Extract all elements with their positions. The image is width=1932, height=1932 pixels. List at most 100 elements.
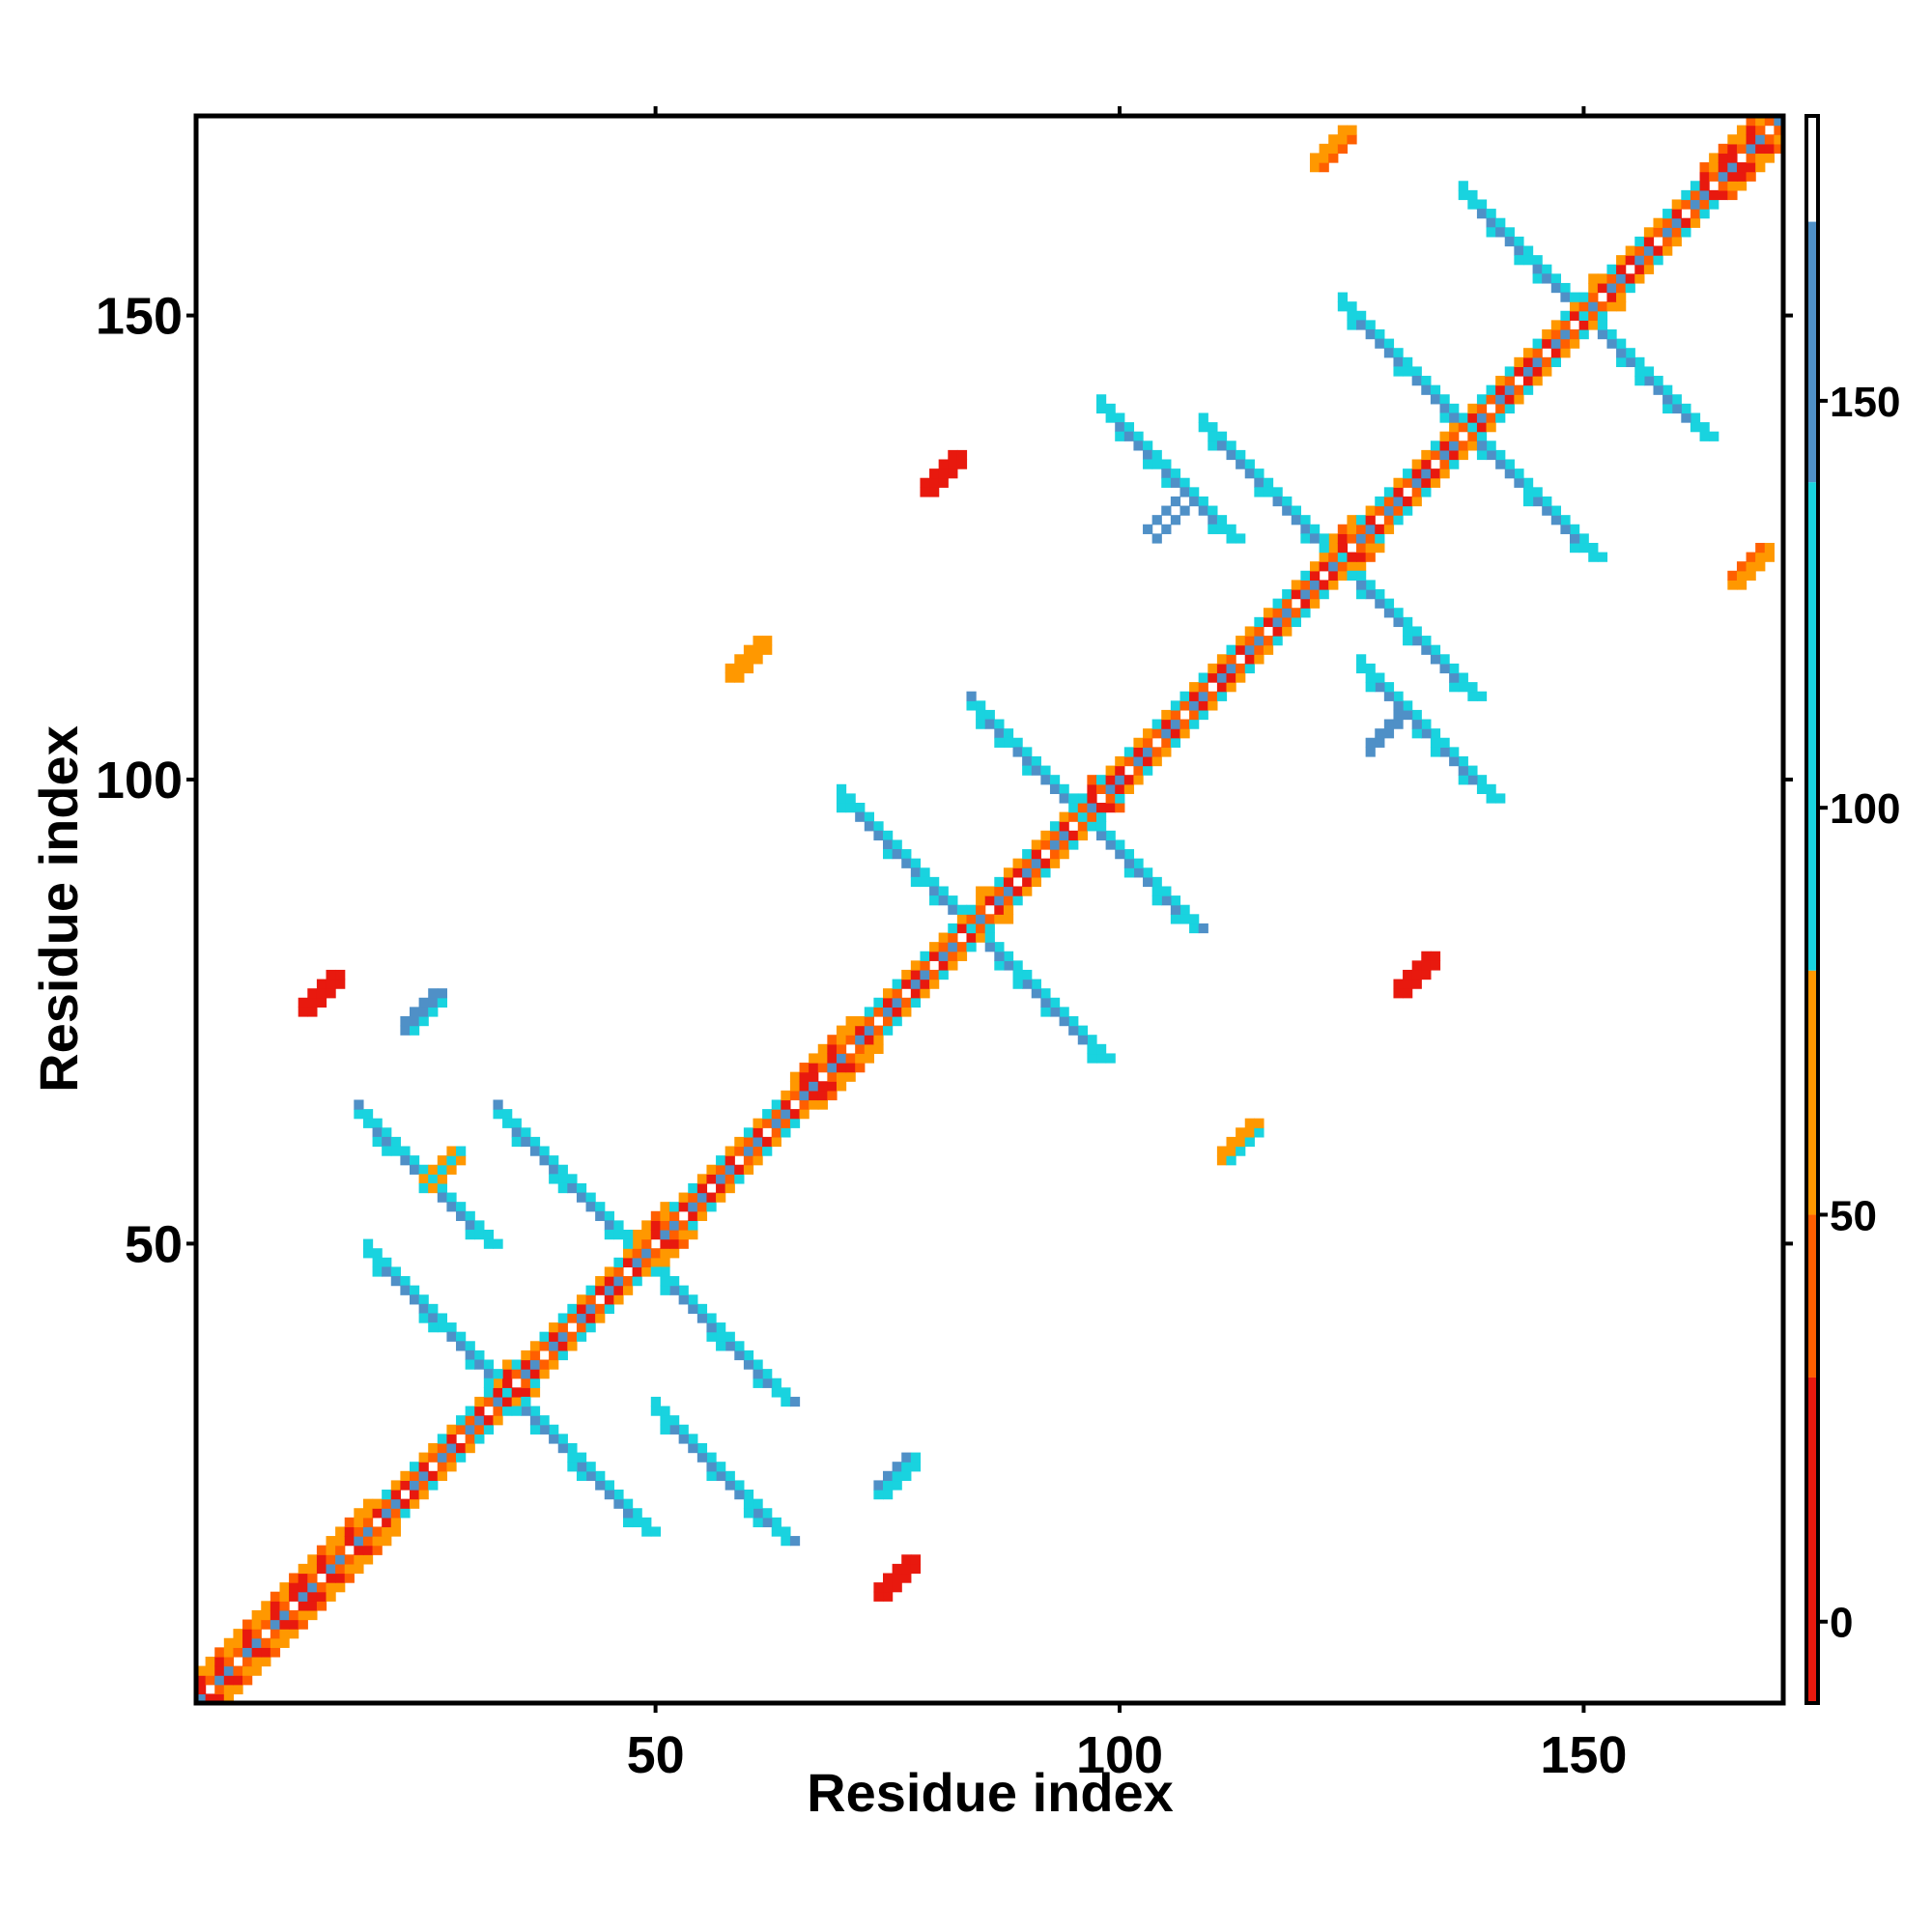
heatmap-cell [1244, 644, 1255, 655]
heatmap-cell [418, 1182, 429, 1194]
heatmap-cell [1254, 487, 1264, 497]
heatmap-cell [1115, 431, 1125, 441]
heatmap-cell [929, 477, 940, 488]
heatmap-cell [511, 1387, 522, 1398]
heatmap-cell [836, 1053, 847, 1064]
heatmap-cell [196, 1693, 207, 1704]
y-tick-label: 50 [125, 1215, 183, 1273]
heatmap-cell [1411, 636, 1422, 646]
heatmap-cell [789, 1396, 801, 1407]
heatmap-cell [307, 1601, 318, 1611]
heatmap-cell [836, 783, 847, 794]
heatmap-cell [1736, 125, 1747, 135]
heatmap-cell [1476, 431, 1488, 441]
heatmap-cell [1514, 394, 1524, 405]
heatmap-cell [1504, 394, 1515, 405]
heatmap-cell [1309, 589, 1321, 600]
heatmap-cell [1216, 1146, 1228, 1156]
heatmap-cell [1532, 255, 1543, 266]
heatmap-cell [446, 1452, 457, 1463]
heatmap-cell [428, 988, 439, 999]
heatmap-cell [418, 1462, 429, 1472]
heatmap-cell [585, 1470, 596, 1482]
heatmap-cell [1356, 542, 1367, 554]
heatmap-cell [1123, 849, 1135, 860]
heatmap-cell [1115, 803, 1125, 813]
heatmap-cell [892, 1462, 902, 1472]
heatmap-cell [1662, 209, 1673, 219]
heatmap-cell [1430, 477, 1441, 488]
heatmap-cell [261, 1637, 271, 1648]
heatmap-cell [1393, 487, 1404, 497]
heatmap-cell [1040, 858, 1051, 868]
heatmap-cell [242, 1647, 253, 1658]
heatmap-cell [1012, 747, 1023, 757]
heatmap-cell [372, 1136, 383, 1148]
heatmap-cell [1411, 709, 1422, 721]
heatmap-cell [446, 1331, 457, 1342]
heatmap-cell [298, 1007, 308, 1017]
heatmap-cell [1421, 384, 1432, 395]
heatmap-cell [1597, 320, 1608, 330]
heatmap-cell [696, 1174, 708, 1184]
heatmap-cell [669, 1238, 680, 1249]
heatmap-cell [716, 1331, 726, 1342]
heatmap-cell [595, 1470, 606, 1482]
heatmap-cell [1003, 951, 1014, 961]
heatmap-cell [771, 1136, 781, 1148]
heatmap-cell [1161, 895, 1172, 906]
heatmap-cell [1068, 1015, 1079, 1027]
heatmap-cell [836, 793, 847, 804]
heatmap-cell [1179, 728, 1190, 739]
heatmap-cell [1439, 440, 1450, 451]
heatmap-cell [270, 1591, 281, 1602]
heatmap-cell [743, 663, 754, 674]
heatmap-cell [1282, 598, 1293, 609]
heatmap-cell [298, 1619, 308, 1630]
heatmap-cell [938, 895, 949, 906]
heatmap-cell [1022, 886, 1033, 896]
heatmap-cell [409, 1155, 420, 1166]
heatmap-cell [1087, 821, 1097, 832]
heatmap-cell [929, 979, 940, 989]
heatmap-cell [1003, 895, 1014, 906]
heatmap-cell [1616, 348, 1627, 358]
heatmap-cell [214, 1656, 225, 1667]
heatmap-cell [1319, 589, 1329, 600]
heatmap-cell [688, 1202, 698, 1212]
heatmap-cell [409, 1480, 420, 1491]
heatmap-cell [335, 1573, 346, 1583]
heatmap-cell [762, 1136, 773, 1148]
heatmap-cell [1634, 376, 1645, 386]
heatmap-cell [845, 1053, 856, 1064]
heatmap-cell [261, 1647, 271, 1658]
heatmap-cell [743, 1359, 754, 1370]
heatmap-cell [1411, 469, 1422, 479]
heatmap-cell [1439, 403, 1450, 414]
heatmap-cell [326, 1582, 336, 1593]
heatmap-cell [688, 1192, 698, 1203]
heatmap-cell [688, 1229, 698, 1240]
heatmap-cell [1095, 1043, 1107, 1055]
heatmap-cell [809, 1063, 819, 1073]
heatmap-cell [344, 1536, 355, 1547]
heatmap-cell [1291, 515, 1301, 526]
heatmap-cell [1087, 803, 1097, 813]
heatmap-cell [372, 1526, 383, 1537]
heatmap-cell [1226, 644, 1236, 655]
heatmap-cell [289, 1619, 299, 1630]
heatmap-cell [1365, 589, 1376, 600]
heatmap-cell [1226, 663, 1236, 674]
heatmap-cell [706, 1192, 717, 1203]
heatmap-cell [1653, 227, 1663, 238]
heatmap-cell [1077, 803, 1088, 813]
heatmap-cell [873, 821, 884, 832]
heatmap-cell [892, 979, 902, 989]
heatmap-cell [771, 1387, 781, 1398]
heatmap-cell [409, 1490, 420, 1500]
heatmap-cell [1003, 728, 1014, 739]
heatmap-cell [1309, 580, 1321, 590]
heatmap-cell [1309, 570, 1321, 582]
heatmap-cell [1699, 199, 1710, 210]
heatmap-cell [1216, 524, 1228, 534]
